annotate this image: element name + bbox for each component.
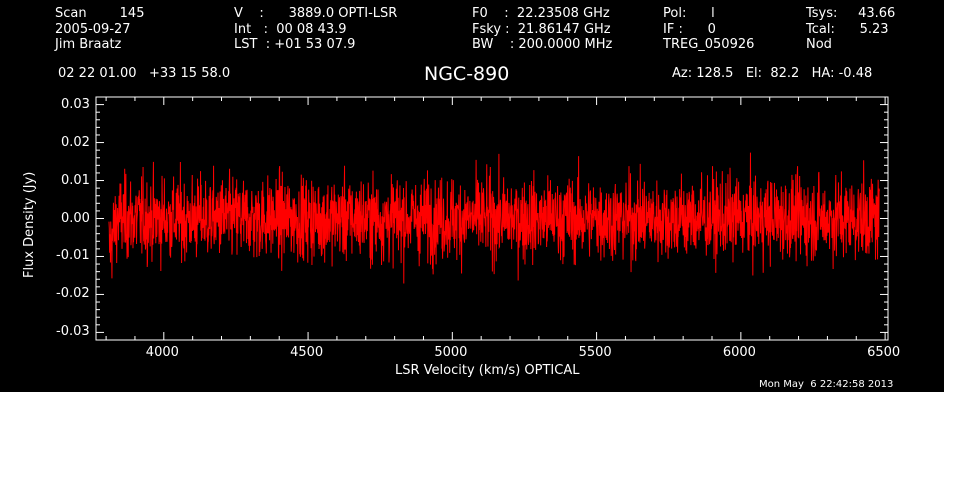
y-tick-label: -0.01 [56,248,90,264]
timestamp-label: Mon May 6 22:42:58 2013 [759,379,894,390]
sky-freq-label: Fsky : 21.86147 GHz [472,22,611,37]
x-tick-label: 6500 [867,345,901,360]
x-tick-label: 6000 [722,345,756,360]
x-axis-label: LSR Velocity (km/s) OPTICAL [395,363,580,378]
x-tick-label: 4500 [290,345,324,360]
velocity-label: V : 3889.0 OPTI-LSR [234,6,398,21]
date-label: 2005-09-27 [55,22,131,37]
tcal-label: Tcal: 5.23 [806,22,889,37]
observer-label: Jim Braatz [55,37,122,52]
y-tick-label: 0.03 [61,96,90,112]
az-el-ha-label: Az: 128.5 El: 82.2 HA: -0.48 [672,66,873,81]
plot-panel: Scan 145 2005-09-27 Jim Braatz V : 3889.… [0,0,944,392]
coordinates-label: 02 22 01.00 +33 15 58.0 [58,66,231,81]
integration-label: Int : 00 08 43.9 [234,22,347,37]
spectrum-chart [95,96,889,341]
y-tick-label: -0.03 [56,324,90,340]
x-tick-label: 5500 [578,345,612,360]
pol-label: Pol: l [663,6,715,21]
procedure-label: TREG_050926 [663,37,755,52]
bandwidth-label: BW : 200.0000 MHz [472,37,613,52]
x-tick-label: 5000 [434,345,468,360]
scan-label: Scan 145 [55,6,145,21]
if-label: IF : 0 [663,22,716,37]
y-tick-label: -0.02 [56,286,90,302]
y-axis-label: Flux Density (Jy) [22,171,37,278]
chart-title: NGC-890 [424,63,510,85]
tick-layer [96,97,888,340]
mode-label: Nod [806,37,832,52]
lst-label: LST : +01 53 07.9 [234,37,356,52]
rest-freq-label: F0 : 22.23508 GHz [472,6,610,21]
spectrum-trace-layer [108,152,880,284]
spectrum-line [108,152,880,284]
y-tick-label: 0.02 [61,134,90,150]
x-tick-label: 4000 [145,345,179,360]
y-tick-label: 0.00 [61,210,90,226]
y-tick-label: 0.01 [61,172,90,188]
tsys-label: Tsys: 43.66 [806,6,896,21]
